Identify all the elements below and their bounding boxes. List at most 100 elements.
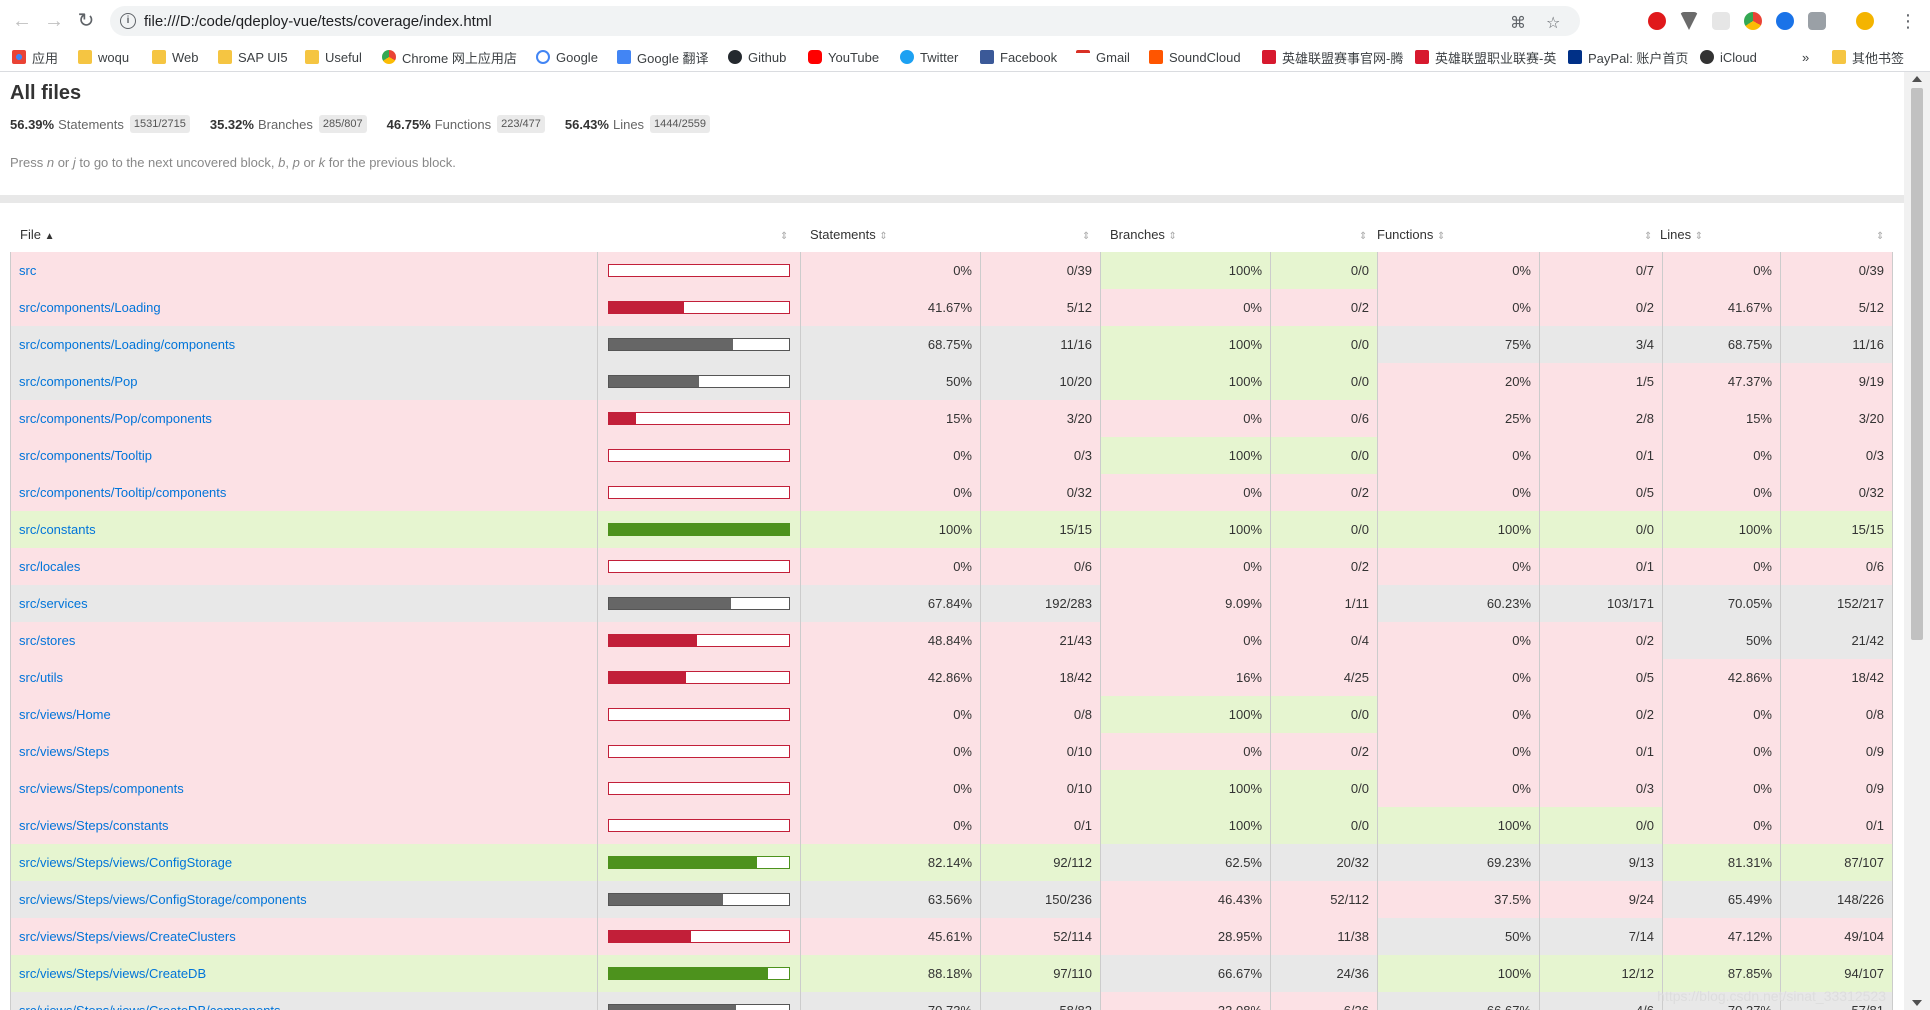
scrollbar-thumb[interactable] — [1911, 88, 1923, 640]
browser-chrome: ← → ↻ i file:///D:/code/qdeploy-vue/test… — [0, 0, 1930, 72]
bookmark-soundcloud[interactable]: SoundCloud — [1149, 47, 1241, 67]
coverage-bar — [608, 819, 790, 832]
file-link[interactable]: src/views/Home — [19, 707, 111, 722]
bookmarks-more-button[interactable]: » — [1802, 49, 1810, 65]
translate-icon[interactable]: ⌘ — [1510, 15, 1526, 32]
branches-fraction: 0/4 — [1271, 622, 1378, 659]
header-coverage-bar-sort[interactable]: ⇕ — [780, 220, 788, 250]
chrome-extension-icon[interactable] — [1744, 12, 1762, 30]
header-statements-count-sort[interactable]: ⇕ — [1082, 220, 1090, 250]
scroll-down-icon[interactable] — [1912, 1000, 1922, 1006]
vue-devtools-icon[interactable] — [1680, 12, 1698, 30]
scroll-up-icon[interactable] — [1912, 76, 1922, 82]
lines-fraction: 9/19 — [1781, 363, 1893, 400]
file-link[interactable]: src/utils — [19, 670, 64, 685]
soundcloud-icon — [1149, 50, 1163, 64]
summary-lines: 56.43% Lines 1444/2559 — [565, 115, 711, 133]
file-link[interactable]: src/views/Steps/views/CreateDB/component… — [19, 1003, 281, 1010]
bookmark-apps[interactable]: 应用 — [12, 47, 58, 67]
forward-icon[interactable]: → — [44, 10, 64, 32]
bookmark-google[interactable]: Google — [536, 47, 598, 67]
bookmark-facebook[interactable]: Facebook — [980, 47, 1057, 67]
statements-fraction: 15/15 — [981, 511, 1101, 548]
opera-extension-icon[interactable] — [1648, 12, 1666, 30]
extension-icon[interactable] — [1712, 12, 1730, 30]
bookmark-label: SoundCloud — [1169, 49, 1241, 65]
file-link[interactable]: src/views/Steps/constants — [19, 818, 169, 833]
table-row: src/views/Steps/components 0% 0/10 100% … — [11, 770, 1893, 807]
back-icon[interactable]: ← — [12, 10, 32, 32]
bookmark-label: Twitter — [920, 49, 959, 65]
coverage-bar — [608, 375, 790, 388]
file-link[interactable]: src/components/Tooltip — [19, 448, 152, 463]
bookmark-paypal[interactable]: PayPal: 账户首页 — [1568, 47, 1688, 67]
file-link[interactable]: src/constants — [19, 522, 96, 537]
functions-fraction: 1/5 — [1540, 363, 1663, 400]
branches-fraction: 11/38 — [1271, 918, 1378, 955]
bookmark-lol-esports[interactable]: 英雄联盟赛事官网-腾 — [1262, 47, 1403, 67]
bookmark-youtube[interactable]: YouTube — [808, 47, 879, 67]
mail-extension-icon[interactable] — [1808, 12, 1826, 30]
coverage-bar-cell — [598, 252, 801, 289]
header-lines[interactable]: Lines ⇕ — [1660, 220, 1703, 250]
header-statements[interactable]: Statements ⇕ — [810, 220, 888, 250]
bookmark-twitter[interactable]: Twitter — [900, 47, 958, 67]
statements-pct: 0% — [801, 437, 981, 474]
bookmark-google-translate[interactable]: Google 翻译 — [617, 47, 709, 67]
coverage-bar-cell — [598, 585, 801, 622]
menu-icon[interactable]: ⋮ — [1899, 11, 1917, 31]
branches-pct: 0% — [1101, 400, 1271, 437]
file-link[interactable]: src/components/Pop — [19, 374, 138, 389]
star-icon[interactable]: ☆ — [1546, 15, 1561, 32]
header-functions-count-sort[interactable]: ⇕ — [1644, 220, 1652, 250]
file-link[interactable]: src/views/Steps/views/ConfigStorage — [19, 855, 233, 870]
header-file[interactable]: File ▲ — [20, 220, 54, 250]
bookmark-useful[interactable]: Useful — [305, 47, 362, 67]
bookmark-chrome-store[interactable]: Chrome 网上应用店 — [382, 47, 517, 67]
file-link[interactable]: src/views/Steps — [19, 744, 110, 759]
bookmark-gmail[interactable]: Gmail — [1076, 47, 1130, 67]
file-link[interactable]: src/views/Steps/views/CreateClusters — [19, 929, 236, 944]
bookmark-lol-league[interactable]: 英雄联盟职业联赛-英 — [1415, 47, 1556, 67]
statements-pct: 100% — [801, 511, 981, 548]
header-branches[interactable]: Branches ⇕ — [1110, 220, 1177, 250]
file-link[interactable]: src/components/Loading — [19, 300, 161, 315]
functions-pct: 100% — [1378, 807, 1540, 844]
file-link[interactable]: src/components/Pop/components — [19, 411, 212, 426]
bookmark-label: Google — [556, 49, 598, 65]
statements-fraction: 5/12 — [981, 289, 1101, 326]
bookmark-icloud[interactable]: iCloud — [1700, 47, 1757, 67]
file-link[interactable]: src/locales — [19, 559, 81, 574]
file-link[interactable]: src/components/Tooltip/components — [19, 485, 227, 500]
url-text[interactable]: file:///D:/code/qdeploy-vue/tests/covera… — [144, 13, 492, 30]
statements-pct: 67.84% — [801, 585, 981, 622]
file-link[interactable]: src/services — [19, 596, 88, 611]
header-lines-count-sort[interactable]: ⇕ — [1876, 220, 1884, 250]
omnibox[interactable]: i file:///D:/code/qdeploy-vue/tests/cove… — [110, 6, 1580, 36]
bookmark-woqu[interactable]: woqu — [78, 47, 129, 67]
info-icon[interactable]: i — [120, 13, 136, 29]
header-functions[interactable]: Functions ⇕ — [1377, 220, 1445, 250]
avatar[interactable] — [1856, 12, 1874, 30]
bookmark-sap-ui5[interactable]: SAP UI5 — [218, 47, 288, 67]
file-link[interactable]: src/views/Steps/components — [19, 781, 184, 796]
file-link[interactable]: src/views/Steps/views/ConfigStorage/comp… — [19, 892, 307, 907]
file-link[interactable]: src/stores — [19, 633, 76, 648]
sync-extension-icon[interactable] — [1776, 12, 1794, 30]
lines-fraction: 18/42 — [1781, 659, 1893, 696]
bookmark-github[interactable]: Github — [728, 47, 786, 67]
vertical-scrollbar[interactable] — [1904, 72, 1930, 1010]
file-link[interactable]: src/views/Steps/views/CreateDB — [19, 966, 207, 981]
lines-pct: 0% — [1663, 807, 1781, 844]
branches-pct: 100% — [1101, 326, 1271, 363]
branches-pct: 66.67% — [1101, 955, 1271, 992]
branches-pct: 100% — [1101, 807, 1271, 844]
file-link[interactable]: src — [19, 263, 37, 278]
bookmark-other[interactable]: 其他书签 — [1832, 47, 1904, 67]
coverage-bar — [608, 893, 790, 906]
file-link[interactable]: src/components/Loading/components — [19, 337, 236, 352]
bookmark-web[interactable]: Web — [152, 47, 199, 67]
header-branches-count-sort[interactable]: ⇕ — [1359, 220, 1367, 250]
reload-icon[interactable]: ↻ — [77, 10, 95, 32]
branches-pct: 33.08% — [1101, 992, 1271, 1010]
